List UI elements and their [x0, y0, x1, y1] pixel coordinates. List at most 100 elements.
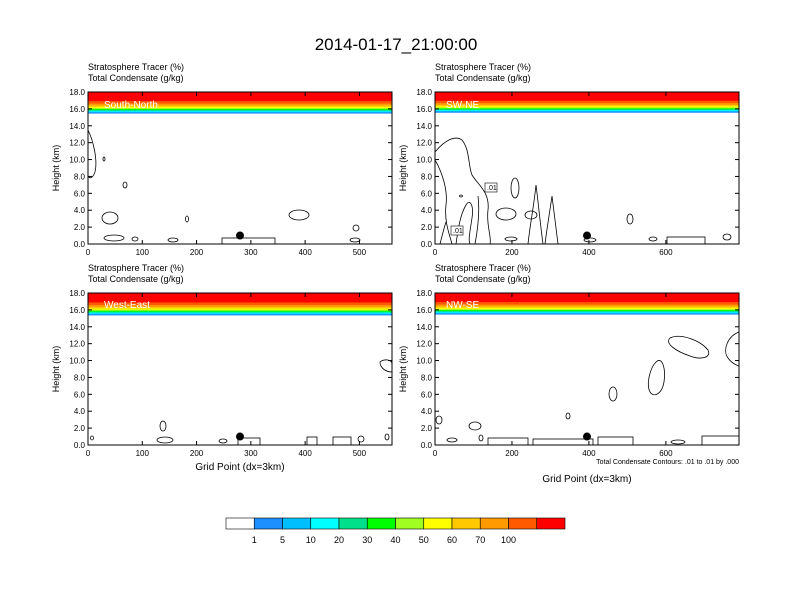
- tracer-band: [435, 311, 739, 314]
- y-tick-label: 18.0: [69, 88, 85, 97]
- contour-line: [597, 436, 634, 445]
- tracer-band: [88, 108, 392, 110]
- contour-line: [167, 237, 179, 243]
- contour-line: [722, 233, 732, 241]
- contour-line: [221, 237, 276, 244]
- plot-frame: [87, 91, 393, 245]
- y-tick-label: 4.0: [421, 407, 433, 416]
- contour-line: [102, 156, 106, 162]
- colorbar-swatch: [366, 517, 396, 530]
- colorbar-swatch: [282, 517, 312, 530]
- y-tick-label: 12.0: [69, 340, 85, 349]
- tracer-band: [88, 305, 392, 308]
- x-axis-label: Grid Point (dx=3km): [542, 474, 631, 485]
- tracer-band: [435, 106, 739, 108]
- y-tick-label: 2.0: [421, 424, 433, 433]
- y-tick-label: 10.0: [69, 156, 85, 165]
- contour-line: [332, 436, 352, 445]
- x-tick-label: 600: [659, 449, 673, 458]
- y-tick-label: 14.0: [416, 323, 432, 332]
- x-tick-label: 500: [353, 248, 367, 257]
- plot-frame: [434, 292, 740, 446]
- tracer-band: [88, 313, 392, 315]
- tracer-band: [435, 307, 739, 310]
- panel-name-label: SW-NE: [446, 100, 479, 111]
- colorbar-swatch: [338, 517, 368, 530]
- contour-line: [156, 436, 174, 444]
- x-tick-label: 0: [433, 449, 438, 458]
- contour-line: [384, 433, 390, 441]
- location-marker: [583, 432, 591, 441]
- colorbar-swatch: [536, 517, 566, 530]
- plot-area: [88, 293, 392, 445]
- y-tick-label: 14.0: [69, 323, 85, 332]
- x-tick-label: 200: [190, 449, 204, 458]
- y-tick-label: 4.0: [421, 206, 433, 215]
- contour-line: [352, 224, 360, 232]
- plot-frame: [87, 292, 393, 446]
- plot-area: [435, 92, 739, 244]
- colorbar-swatch: [479, 517, 509, 530]
- condensate-contours: [435, 331, 739, 445]
- x-tick-label: 200: [190, 248, 204, 257]
- x-tick-label: 100: [136, 449, 150, 458]
- y-tick-label: 2.0: [74, 424, 86, 433]
- tracer-band: [435, 100, 739, 104]
- x-tick-label: 400: [298, 248, 312, 257]
- y-tick-label: 18.0: [416, 88, 432, 97]
- contour-line: [478, 434, 484, 442]
- contour-line: [504, 236, 518, 242]
- tracer-band: [435, 109, 739, 111]
- tracer-band: [435, 103, 739, 106]
- contour-line: [218, 438, 228, 444]
- x-tick-label: 0: [433, 248, 438, 257]
- y-tick-label: 18.0: [416, 289, 432, 298]
- tracer-band: [435, 111, 739, 113]
- plot-area: [435, 293, 739, 445]
- x-tick-label: 300: [244, 248, 258, 257]
- panel-name-label: South-North: [104, 100, 158, 111]
- y-tick-label: 2.0: [74, 223, 86, 232]
- contour-line: [131, 236, 139, 242]
- tracer-band: [88, 308, 392, 311]
- colorbar-label: 5: [280, 535, 285, 545]
- colorbar-swatch: [508, 517, 538, 530]
- y-tick-label: 0.0: [421, 441, 433, 450]
- y-axis-label: Height (km): [51, 145, 61, 192]
- tracer-band: [88, 314, 392, 316]
- panel-subtitle-line2: Total Condensate (g/kg): [435, 73, 531, 83]
- contour-line: [544, 195, 559, 244]
- contour-line: [565, 412, 571, 420]
- contour-line: [608, 386, 618, 402]
- panel-name-label: NW-SE: [446, 300, 479, 311]
- colorbar-label: 40: [390, 535, 400, 545]
- tracer-band: [88, 111, 392, 113]
- tracer-band: [435, 107, 739, 109]
- contour-line: [306, 436, 318, 445]
- contour-line: [435, 159, 453, 244]
- tracer-band: [435, 110, 739, 113]
- tracer-band: [88, 105, 392, 108]
- figure-title: 2014-01-17_21:00:00: [315, 35, 478, 54]
- colorbar-label: 60: [447, 535, 457, 545]
- contour-line: [532, 438, 594, 445]
- colorbar-label: 50: [419, 535, 429, 545]
- colorbar-label: 10: [306, 535, 316, 545]
- contour-line: [648, 360, 665, 396]
- axes: 0.0 2.0 4.0 6.0 8.0 10.0 12.0 14.0 16.0 18.0 0 200 4…: [416, 289, 739, 458]
- x-tick-label: 0: [86, 248, 91, 257]
- plot-area: [88, 92, 392, 244]
- contour-line: [349, 237, 361, 243]
- tracer-band: [88, 106, 392, 109]
- contour-line: [510, 177, 520, 199]
- y-tick-label: 8.0: [421, 172, 433, 181]
- contour-line: [435, 415, 443, 425]
- panel-subtitle-line1: Stratosphere Tracer (%): [88, 62, 184, 72]
- tracer-band: [435, 311, 739, 313]
- tracer-band: [435, 110, 739, 112]
- y-tick-label: 18.0: [69, 289, 85, 298]
- contour-line: [701, 435, 739, 445]
- panel-subtitle-line1: Stratosphere Tracer (%): [88, 263, 184, 273]
- contour-line: [474, 195, 480, 244]
- y-tick-label: 12.0: [416, 139, 432, 148]
